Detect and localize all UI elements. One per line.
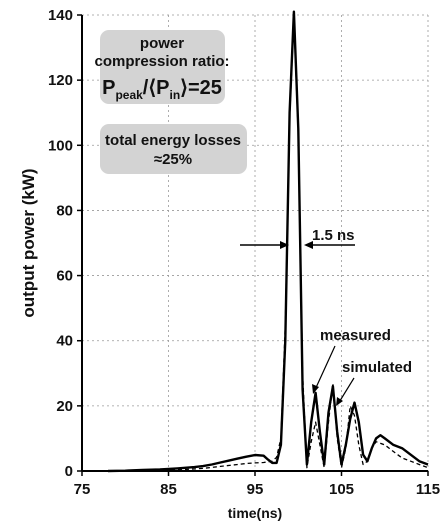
series-layer	[107, 10, 429, 473]
width-arrow-left-head	[280, 241, 289, 249]
width-arrow-right-head	[304, 241, 313, 249]
y-tick-label-3: 60	[56, 268, 73, 285]
simulated-label: simulated	[342, 359, 412, 376]
y-axis-title: output power (kW)	[19, 168, 38, 317]
y-tick-label-4: 80	[56, 202, 73, 219]
energy-losses-line2: ≈25%	[154, 151, 192, 168]
compression-ratio-box-bg	[100, 30, 225, 104]
energy-losses-box: total energy losses ≈25%	[100, 124, 247, 174]
measured-label: measured	[320, 327, 391, 344]
y-tick-label-7: 140	[48, 7, 73, 24]
y-tick-label-2: 40	[56, 333, 73, 350]
x-tick-label-1: 85	[160, 481, 177, 498]
energy-losses-line1: total energy losses	[105, 132, 241, 149]
pulse-width-annotation: 1.5 ns	[240, 227, 355, 249]
series-line-measured	[107, 10, 429, 473]
x-tick-label-3: 105	[329, 481, 354, 498]
width-label: 1.5 ns	[312, 227, 355, 244]
compression-ratio-line2: compression ratio:	[94, 53, 229, 70]
y-tick-label-1: 20	[56, 398, 73, 415]
y-tick-label-6: 120	[48, 72, 73, 89]
y-tick-label-0: 0	[65, 463, 73, 480]
measured-pointer-line	[313, 345, 336, 393]
formula-p: P	[102, 77, 115, 99]
x-axis-title: time(ns)	[228, 505, 282, 521]
ticks: 75 85 95 105 115 0 20 40 60 80 100 120 140	[48, 7, 440, 498]
energy-losses-box-bg	[100, 124, 247, 174]
x-tick-label-0: 75	[74, 481, 91, 498]
x-tick-label-4: 115	[416, 481, 440, 498]
formula-sub-in: in	[170, 88, 181, 102]
series-line-simulated	[108, 17, 429, 472]
x-tick-label-2: 95	[247, 481, 264, 498]
compression-ratio-line1: power	[140, 35, 184, 52]
compression-ratio-box: power compression ratio: Ppeak/⟨Pin⟩=25	[94, 30, 230, 104]
formula-end: ⟩=25	[180, 77, 222, 99]
compression-ratio-formula: Ppeak/⟨Pin⟩=25	[102, 77, 222, 102]
simulated-pointer-head	[336, 397, 343, 406]
formula-mid: /⟨P	[143, 77, 170, 99]
y-tick-label-5: 100	[48, 137, 73, 154]
measured-pointer-head	[312, 384, 319, 394]
formula-sub-peak: peak	[115, 88, 143, 102]
series-labels: measured simulated	[312, 327, 412, 406]
